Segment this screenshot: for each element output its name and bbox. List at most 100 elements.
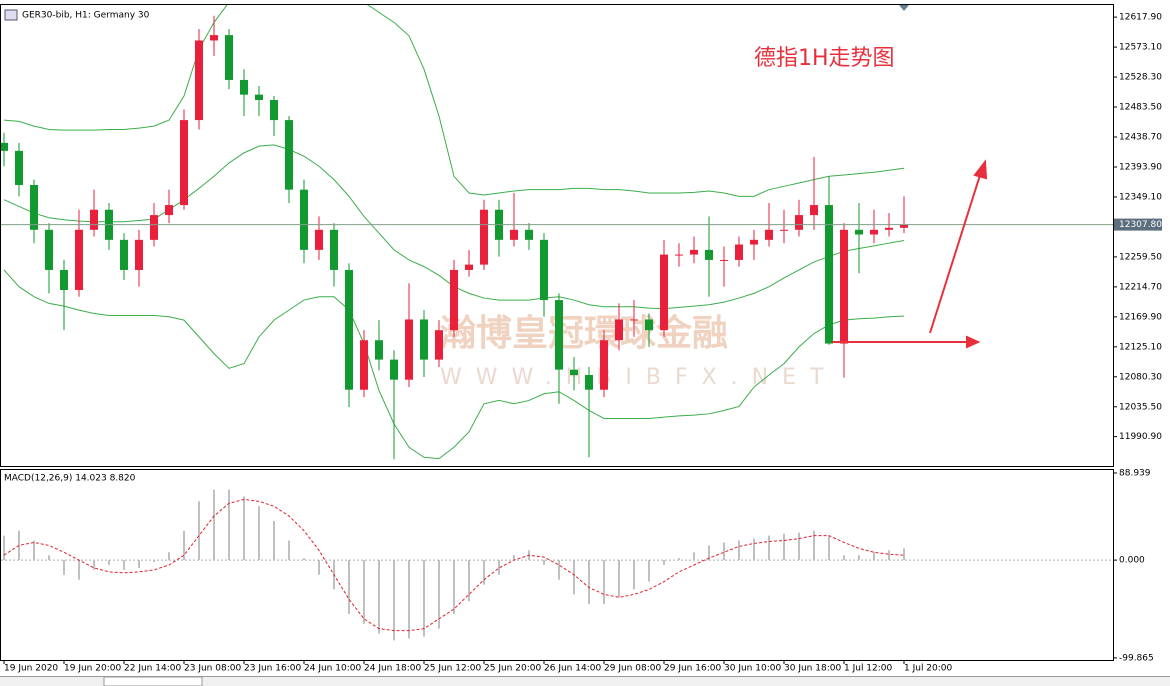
candle-body — [540, 239, 548, 301]
x-tick-label: 19 Jun 20:00 — [64, 664, 121, 674]
x-tick-label: 1 Jul 20:00 — [904, 664, 953, 674]
candle-body — [840, 229, 848, 344]
watermark-url: WWW.HBIBFX.NET — [440, 365, 837, 390]
candle-body — [300, 189, 308, 250]
candle-body — [870, 229, 878, 235]
candle-body — [615, 319, 623, 341]
candle-body — [270, 100, 278, 121]
candle-body — [210, 35, 218, 41]
x-tick-label: 24 Jun 18:00 — [364, 664, 421, 674]
y-tick-label: -99.865 — [1119, 653, 1154, 663]
x-tick-label: 19 Jun 2020 — [4, 664, 58, 674]
x-tick-label: 25 Jun 12:00 — [424, 664, 481, 674]
candle-body — [810, 205, 818, 216]
y-tick-label: 12349.10 — [1119, 192, 1162, 202]
candle-body — [675, 254, 683, 256]
current-price-label: 12307.80 — [1119, 220, 1162, 230]
candle-body — [705, 249, 713, 260]
y-tick-label: 0.000 — [1119, 556, 1145, 566]
candle-body — [45, 229, 53, 270]
x-tick-label: 29 Jun 16:00 — [664, 664, 721, 674]
candle-body — [585, 375, 593, 390]
candle-body — [555, 300, 563, 370]
arrow-up — [929, 171, 982, 334]
shift-marker — [899, 5, 909, 11]
candle-body — [600, 340, 608, 390]
candle-body — [720, 259, 728, 261]
x-tick-label: 29 Jun 08:00 — [604, 664, 661, 674]
arrow-head — [973, 159, 988, 180]
candle-body — [75, 229, 83, 291]
price-panel — [0, 4, 1114, 467]
candle-body — [465, 264, 473, 270]
bollinger-band — [3, 269, 905, 460]
plot: 12307.80 19 Jun 2020 19 Jun 20:00 22 Jun 14… — [1, 5, 1162, 674]
y-tick-label: 11990.90 — [1119, 432, 1162, 442]
candle-body — [750, 239, 758, 245]
candle-body — [480, 209, 488, 265]
y-tick-label: 12573.10 — [1119, 43, 1162, 53]
candle-body — [225, 35, 233, 80]
y-tick-label: 12438.70 — [1119, 133, 1162, 143]
candle-body — [690, 249, 698, 255]
tab-bar — [0, 676, 1170, 686]
candle-body — [285, 120, 293, 190]
candle-body — [390, 359, 398, 380]
candle-body — [360, 340, 368, 390]
candle-body — [630, 319, 638, 321]
candle-body — [660, 254, 668, 331]
x-tick-label: 22 Jun 14:00 — [124, 664, 181, 674]
symbol-icon — [4, 9, 18, 21]
candle-body — [795, 215, 803, 230]
candle-body — [345, 269, 353, 390]
candle-body — [825, 205, 833, 344]
candle-body — [315, 229, 323, 250]
candle-body — [405, 319, 413, 380]
candle-body — [1, 142, 8, 151]
x-tick-label: 25 Jun 20:00 — [484, 664, 541, 674]
candle-body — [885, 227, 893, 230]
candle-body — [450, 269, 458, 331]
macd-label: MACD(12,26,9) 14.023 8.820 — [4, 474, 136, 484]
candle-body — [375, 340, 383, 360]
macd-panel — [0, 469, 1114, 661]
y-tick-label: 12169.90 — [1119, 312, 1162, 322]
candle-body — [420, 319, 428, 360]
y-tick-label: 12528.30 — [1119, 73, 1162, 83]
candle-body — [900, 224, 908, 228]
x-tick-label: 30 Jun 18:00 — [784, 664, 841, 674]
current-price-box — [1114, 218, 1162, 231]
x-tick-label: 23 Jun 16:00 — [244, 664, 301, 674]
candle-body — [855, 229, 863, 235]
y-tick-label: 88.939 — [1119, 468, 1151, 478]
y-tick-label: 12035.50 — [1119, 402, 1162, 412]
x-tick-label: 26 Jun 14:00 — [544, 664, 601, 674]
candle-body — [435, 330, 443, 360]
candle-body — [90, 209, 98, 230]
candle-body — [165, 205, 173, 216]
y-tick-label: 12214.70 — [1119, 282, 1162, 292]
candle-body — [255, 94, 263, 101]
bollinger-band — [3, 5, 905, 197]
candle-body — [780, 229, 788, 231]
candle-body — [765, 229, 773, 240]
candle-body — [240, 79, 248, 95]
tab[interactable] — [103, 676, 203, 686]
y-tick-label: 12125.10 — [1119, 342, 1162, 352]
x-tick-label: 1 Jul 12:00 — [844, 664, 893, 674]
x-tick-label: 24 Jun 10:00 — [304, 664, 361, 674]
y-tick-label: 12080.30 — [1119, 372, 1162, 382]
candle-body — [120, 239, 128, 270]
candle-body — [330, 229, 338, 270]
y-tick-label: 12483.50 — [1119, 103, 1162, 113]
candle-body — [135, 239, 143, 270]
candle-body — [60, 269, 68, 291]
candle-body — [180, 120, 188, 206]
candle-body — [570, 369, 578, 376]
annotation: 德指1H走势图 — [754, 46, 895, 71]
chart-title: GER30-bib, H1: Germany 30 — [22, 11, 150, 21]
x-tick-label: 30 Jun 10:00 — [724, 664, 781, 674]
candle-body — [510, 229, 518, 240]
candle-body — [735, 244, 743, 260]
candle-body — [645, 319, 653, 331]
